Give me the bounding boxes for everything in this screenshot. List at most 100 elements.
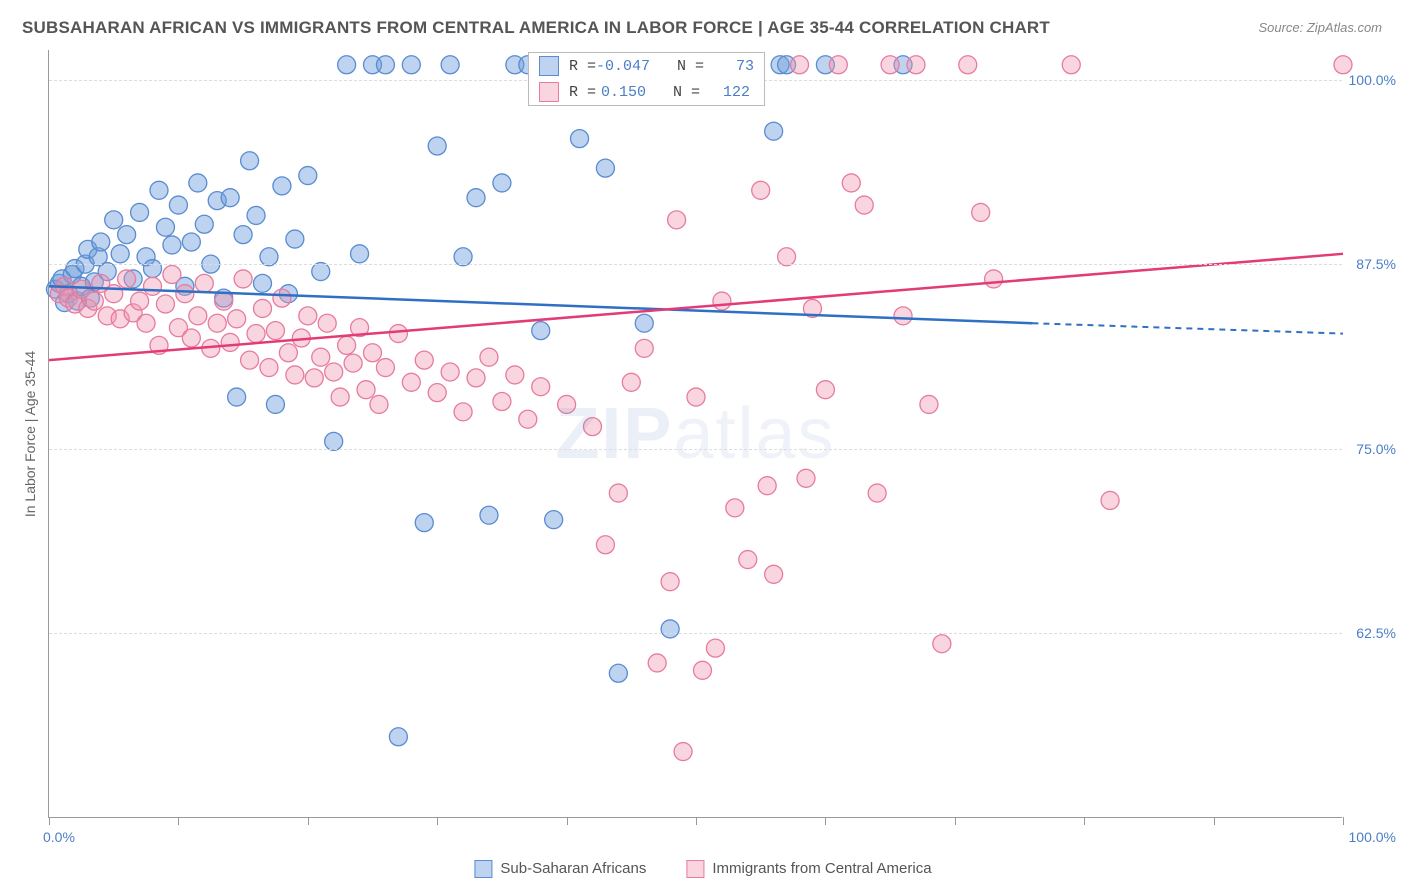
stat-r-value: 0.150 [596, 84, 646, 101]
data-point [344, 354, 362, 372]
data-point [480, 348, 498, 366]
data-point [137, 314, 155, 332]
y-tick-label: 100.0% [1349, 72, 1396, 88]
data-point [609, 664, 627, 682]
data-point [868, 484, 886, 502]
data-point [228, 388, 246, 406]
data-point [92, 233, 110, 251]
data-point [312, 263, 330, 281]
data-point [131, 292, 149, 310]
data-point [176, 285, 194, 303]
data-point [791, 56, 809, 74]
x-tick [308, 817, 309, 825]
data-point [266, 395, 284, 413]
data-point [376, 56, 394, 74]
data-point [351, 245, 369, 263]
data-point [920, 395, 938, 413]
data-point [674, 743, 692, 761]
data-point [118, 270, 136, 288]
data-point [596, 536, 614, 554]
data-point [739, 551, 757, 569]
data-point [221, 333, 239, 351]
data-point [234, 226, 252, 244]
stat-n-label: N = [650, 58, 704, 75]
data-point [972, 203, 990, 221]
data-point [661, 620, 679, 638]
data-point [894, 307, 912, 325]
data-point [228, 310, 246, 328]
legend-item: Sub-Saharan Africans [474, 860, 646, 878]
data-point [415, 351, 433, 369]
data-point [797, 469, 815, 487]
data-point [959, 56, 977, 74]
x-tick [567, 817, 568, 825]
data-point [247, 206, 265, 224]
data-point [829, 56, 847, 74]
x-tick [178, 817, 179, 825]
legend-label: Immigrants from Central America [712, 860, 931, 877]
source-label: Source: ZipAtlas.com [1258, 20, 1382, 35]
data-point [668, 211, 686, 229]
data-point [221, 189, 239, 207]
x-tick [1214, 817, 1215, 825]
data-point [189, 174, 207, 192]
data-point [635, 314, 653, 332]
trend-line-extrapolated [1032, 323, 1343, 333]
data-point [415, 514, 433, 532]
data-point [189, 307, 207, 325]
data-point [933, 635, 951, 653]
data-point [241, 351, 259, 369]
data-point [150, 181, 168, 199]
data-point [454, 248, 472, 266]
data-point [765, 565, 783, 583]
x-tick [696, 817, 697, 825]
plot-area: ZIPatlas 62.5%75.0%87.5%100.0%0.0%100.0% [48, 50, 1342, 818]
data-point [752, 181, 770, 199]
gridline [49, 264, 1342, 265]
data-point [357, 381, 375, 399]
data-point [726, 499, 744, 517]
data-point [778, 248, 796, 266]
data-point [661, 573, 679, 591]
data-point [144, 277, 162, 295]
data-point [907, 56, 925, 74]
data-point [402, 373, 420, 391]
data-point [105, 211, 123, 229]
data-point [234, 270, 252, 288]
data-point [713, 292, 731, 310]
data-point [545, 511, 563, 529]
data-point [182, 233, 200, 251]
data-point [376, 359, 394, 377]
data-point [318, 314, 336, 332]
x-tick [825, 817, 826, 825]
data-point [1101, 491, 1119, 509]
data-point [273, 177, 291, 195]
data-point [842, 174, 860, 192]
stat-n-value: 122 [700, 84, 750, 101]
data-point [370, 395, 388, 413]
chart-title: SUBSAHARAN AFRICAN VS IMMIGRANTS FROM CE… [22, 18, 1050, 38]
stat-box: R = -0.047 N = 73R = 0.150 N = 122 [528, 52, 765, 106]
data-point [299, 307, 317, 325]
data-point [279, 344, 297, 362]
data-point [985, 270, 1003, 288]
data-point [364, 344, 382, 362]
y-tick-label: 62.5% [1356, 625, 1396, 641]
data-point [156, 295, 174, 313]
stat-row: R = 0.150 N = 122 [529, 79, 764, 105]
data-point [338, 336, 356, 354]
legend-swatch [474, 860, 492, 878]
data-point [169, 196, 187, 214]
data-point [609, 484, 627, 502]
data-point [855, 196, 873, 214]
data-point [85, 292, 103, 310]
data-point [1062, 56, 1080, 74]
stat-n-value: 73 [704, 58, 754, 75]
data-point [312, 348, 330, 366]
data-point [648, 654, 666, 672]
data-point [389, 325, 407, 343]
data-point [266, 322, 284, 340]
data-point [254, 299, 272, 317]
data-point [706, 639, 724, 657]
data-point [260, 248, 278, 266]
